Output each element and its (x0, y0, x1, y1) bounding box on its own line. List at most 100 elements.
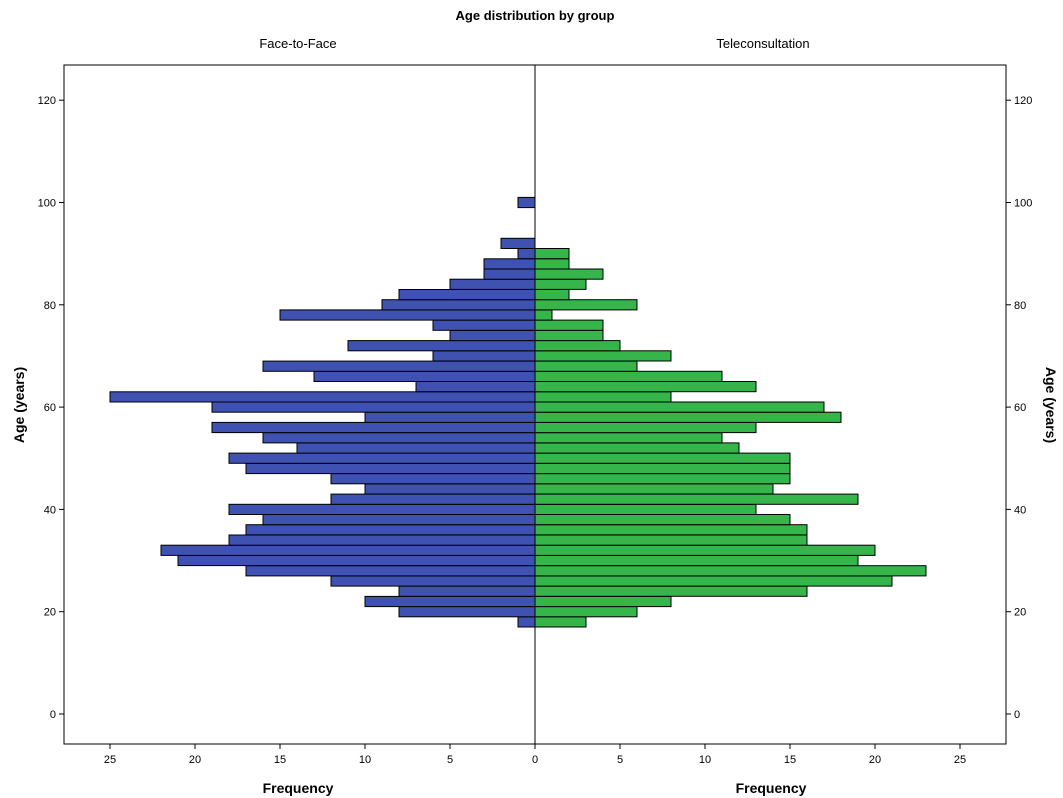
face-to-face-bar-age-44 (364, 483, 536, 495)
face-to-face-bar-age-18 (517, 616, 536, 628)
x-tick-label-right-20: 20 (869, 754, 881, 766)
face-to-face-bar-age-76 (432, 319, 536, 331)
teleconsultation-bar-age-60 (534, 401, 825, 413)
teleconsultation-bar-age-72 (534, 340, 621, 352)
face-to-face-bar-age-64 (415, 381, 536, 393)
teleconsultation-bar-age-44 (534, 483, 774, 495)
face-to-face-bar-age-92 (500, 237, 536, 250)
teleconsultation-bar-age-64 (534, 381, 757, 393)
teleconsultation-bar-age-68 (534, 360, 638, 372)
face-to-face-bar-age-32 (160, 544, 536, 556)
face-to-face-bar-age-28 (245, 565, 536, 577)
y-tick-label-left-20: 20 (44, 607, 56, 619)
face-to-face-bar-age-50 (228, 452, 536, 464)
face-to-face-bar-age-24 (398, 585, 536, 597)
teleconsultation-bar-age-40 (534, 503, 757, 515)
face-to-face-bar-age-62 (109, 391, 536, 403)
teleconsultation-bar-age-88 (534, 258, 570, 270)
x-tick-label-right-15: 15 (784, 754, 796, 766)
panel-label-face-to-face: Face-to-Face (259, 36, 336, 51)
face-to-face-bar-age-66 (313, 370, 536, 382)
x-axis-label-right: Frequency (736, 780, 807, 796)
teleconsultation-bar-age-46 (534, 473, 791, 485)
face-to-face-bar-age-34 (228, 534, 536, 546)
face-to-face-bar-age-54 (262, 432, 536, 444)
teleconsultation-bar-age-24 (534, 585, 808, 597)
face-to-face-bar-age-78 (279, 309, 536, 321)
face-to-face-bar-age-58 (364, 411, 536, 423)
face-to-face-bar-age-20 (398, 606, 536, 618)
teleconsultation-bar-age-74 (534, 329, 604, 342)
chart-title: Age distribution by group (456, 8, 615, 23)
x-tick-label-left-10: 10 (359, 754, 371, 766)
face-to-face-bar-age-74 (449, 329, 536, 342)
face-to-face-bar-age-56 (211, 421, 536, 434)
face-to-face-bar-age-22 (364, 595, 536, 608)
face-to-face-bar-age-46 (330, 473, 536, 485)
y-tick-label-left-120: 120 (38, 95, 56, 107)
y-tick-label-left-0: 0 (50, 709, 56, 721)
teleconsultation-bar-age-18 (534, 616, 587, 628)
teleconsultation-bar-age-78 (534, 309, 553, 321)
teleconsultation-bar-age-48 (534, 462, 791, 475)
teleconsultation-bar-age-32 (534, 544, 876, 556)
teleconsultation-bar-age-62 (534, 391, 672, 403)
face-to-face-bar-age-84 (449, 278, 536, 290)
teleconsultation-bar-age-56 (534, 421, 757, 434)
teleconsultation-bar-age-66 (534, 370, 723, 382)
x-tick-label-right-10: 10 (699, 754, 711, 766)
teleconsultation-bar-age-90 (534, 248, 570, 260)
face-to-face-bars (109, 196, 536, 628)
face-to-face-bar-age-38 (262, 514, 536, 526)
teleconsultation-bar-age-38 (534, 514, 791, 526)
face-to-face-bar-age-100 (517, 196, 536, 209)
y-tick-label-left-80: 80 (44, 300, 56, 312)
y-ticks-left: 0 20 40 60 80 100 120 (38, 95, 64, 721)
y-tick-label-right-120: 120 (1014, 95, 1032, 107)
y-axis-label-right: Age (years) (1043, 367, 1059, 443)
teleconsultation-bar-age-54 (534, 432, 723, 444)
face-to-face-bar-age-86 (483, 268, 536, 280)
x-tick-label-right-25: 25 (954, 754, 966, 766)
teleconsultation-bar-age-50 (534, 452, 791, 464)
face-to-face-bar-age-72 (347, 340, 536, 352)
teleconsultation-bar-age-70 (534, 350, 672, 362)
y-tick-label-right-40: 40 (1014, 504, 1026, 516)
teleconsultation-bar-age-26 (534, 575, 893, 587)
teleconsultation-bar-age-34 (534, 534, 808, 546)
x-tick-label-left-25: 25 (104, 754, 116, 766)
teleconsultation-bar-age-86 (534, 268, 604, 280)
teleconsultation-bar-age-22 (534, 595, 672, 608)
face-to-face-bar-age-30 (177, 554, 536, 567)
face-to-face-bar-age-40 (228, 503, 536, 515)
teleconsultation-bar-age-20 (534, 606, 638, 618)
y-tick-label-left-100: 100 (38, 198, 56, 210)
x-tick-label-left-5: 5 (447, 754, 453, 766)
face-to-face-bar-age-26 (330, 575, 536, 587)
x-tick-label-right-0: 0 (532, 754, 538, 766)
y-ticks-right: 0 20 40 60 80 100 120 (1006, 95, 1032, 721)
teleconsultation-bar-age-58 (534, 411, 842, 423)
face-to-face-bar-age-80 (381, 299, 536, 311)
teleconsultation-bar-age-36 (534, 524, 808, 536)
panel-label-teleconsultation: Teleconsultation (716, 36, 809, 51)
y-axis-label-left: Age (years) (11, 367, 27, 443)
teleconsultation-bar-age-42 (534, 493, 859, 505)
x-ticks: 25 20 15 10 5 0 5 10 15 20 25 (104, 744, 966, 766)
y-tick-label-left-40: 40 (44, 504, 56, 516)
face-to-face-bar-age-36 (245, 524, 536, 536)
y-tick-label-right-0: 0 (1014, 709, 1020, 721)
teleconsultation-bars (534, 248, 927, 628)
y-tick-label-right-20: 20 (1014, 607, 1026, 619)
face-to-face-bar-age-82 (398, 289, 536, 301)
x-tick-label-left-20: 20 (189, 754, 201, 766)
y-tick-label-right-80: 80 (1014, 300, 1026, 312)
teleconsultation-bar-age-30 (534, 554, 859, 567)
x-tick-label-left-15: 15 (274, 754, 286, 766)
x-axis-label-left: Frequency (263, 780, 334, 796)
face-to-face-bar-age-60 (211, 401, 536, 413)
teleconsultation-bar-age-84 (534, 278, 587, 290)
face-to-face-bar-age-48 (245, 462, 536, 475)
teleconsultation-bar-age-82 (534, 289, 570, 301)
y-tick-label-right-100: 100 (1014, 198, 1032, 210)
